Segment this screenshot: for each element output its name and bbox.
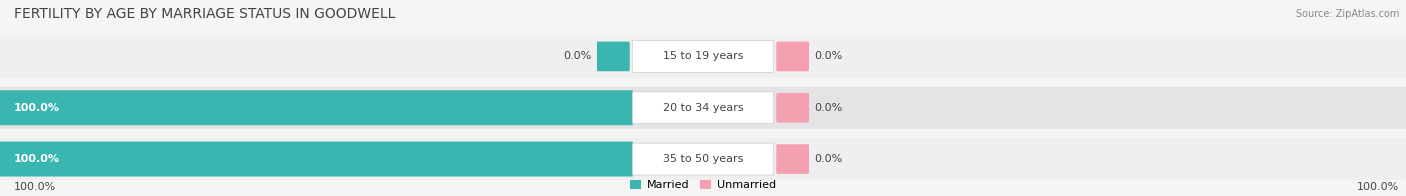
FancyBboxPatch shape: [0, 90, 633, 125]
FancyBboxPatch shape: [598, 93, 630, 122]
Text: 15 to 19 years: 15 to 19 years: [662, 51, 744, 61]
Text: 0.0%: 0.0%: [814, 51, 842, 61]
Text: 20 to 34 years: 20 to 34 years: [662, 103, 744, 113]
Text: Source: ZipAtlas.com: Source: ZipAtlas.com: [1295, 9, 1399, 19]
Text: 35 to 50 years: 35 to 50 years: [662, 154, 744, 164]
FancyBboxPatch shape: [776, 42, 808, 71]
FancyBboxPatch shape: [0, 142, 633, 177]
Text: 100.0%: 100.0%: [14, 154, 60, 164]
FancyBboxPatch shape: [776, 144, 808, 174]
Text: 100.0%: 100.0%: [14, 182, 56, 192]
FancyBboxPatch shape: [633, 143, 773, 175]
FancyBboxPatch shape: [776, 93, 808, 122]
Legend: Married, Unmarried: Married, Unmarried: [626, 175, 780, 194]
FancyBboxPatch shape: [633, 41, 773, 72]
Text: 0.0%: 0.0%: [814, 103, 842, 113]
Text: FERTILITY BY AGE BY MARRIAGE STATUS IN GOODWELL: FERTILITY BY AGE BY MARRIAGE STATUS IN G…: [14, 7, 395, 21]
FancyBboxPatch shape: [0, 87, 1406, 129]
Text: 100.0%: 100.0%: [1357, 182, 1399, 192]
FancyBboxPatch shape: [598, 144, 630, 174]
FancyBboxPatch shape: [0, 138, 1406, 180]
FancyBboxPatch shape: [0, 35, 1406, 77]
FancyBboxPatch shape: [598, 42, 630, 71]
Text: 0.0%: 0.0%: [814, 154, 842, 164]
Text: 0.0%: 0.0%: [564, 51, 592, 61]
FancyBboxPatch shape: [633, 92, 773, 124]
Text: 100.0%: 100.0%: [14, 103, 60, 113]
